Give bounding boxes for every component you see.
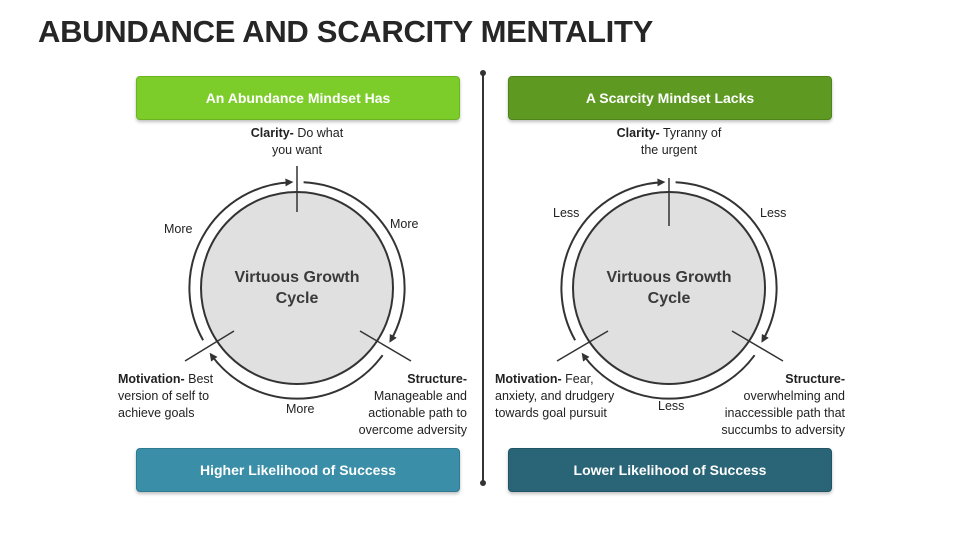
abundance-center-line2: Cycle	[275, 290, 319, 307]
scarcity-arrow-label-bottom: Less	[658, 399, 685, 413]
scarcity-center-line2: Cycle	[647, 290, 691, 307]
abundance-footer: Higher Likelihood of Success	[136, 448, 460, 492]
scarcity-spoke-structure	[731, 330, 784, 362]
scarcity-spoke-motivation	[556, 330, 609, 362]
scarcity-cycle	[556, 178, 784, 400]
abundance-arrow-label-left: More	[164, 222, 193, 236]
scarcity-header-label: A Scarcity Mindset Lacks	[585, 90, 755, 106]
abundance-cycle	[184, 166, 412, 400]
abundance-spoke-motivation	[184, 330, 235, 362]
scarcity-arc-bottom	[581, 352, 756, 400]
abundance-arrow-label-bottom: More	[286, 402, 315, 416]
scarcity-motivation: Motivation- Fear, anxiety, and drudgery …	[495, 372, 615, 420]
abundance-spoke-structure	[359, 330, 412, 362]
scarcity-footer-label: Lower Likelihood of Success	[573, 462, 767, 478]
scarcity-arrow-label-left: Less	[553, 206, 580, 220]
abundance-header-label: An Abundance Mindset Has	[205, 90, 391, 106]
scarcity-arrow-label-right: Less	[760, 206, 787, 220]
abundance-motivation: Motivation- Best version of self to achi…	[118, 372, 214, 420]
scarcity-arc-top-right	[675, 181, 778, 343]
abundance-structure: Structure- Manageable and actionable pat…	[358, 372, 467, 437]
scarcity-footer: Lower Likelihood of Success	[508, 448, 832, 492]
scarcity-structure: Structure- overwhelming and inaccessible…	[721, 372, 845, 437]
abundance-arc-top-right	[303, 181, 406, 343]
abundance-arc-bottom	[209, 352, 384, 400]
abundance-arrow-label-right: More	[390, 217, 419, 231]
scarcity-clarity: Clarity- Tyranny of the urgent	[616, 126, 722, 157]
divider-bottom-dot	[480, 480, 486, 486]
divider-top-dot	[480, 70, 486, 76]
abundance-footer-label: Higher Likelihood of Success	[199, 462, 397, 478]
page-title: ABUNDANCE AND SCARCITY MENTALITY	[38, 14, 653, 49]
scarcity-header: A Scarcity Mindset Lacks	[508, 76, 832, 120]
center-divider	[482, 72, 484, 484]
scarcity-arc-left	[560, 178, 666, 341]
abundance-header: An Abundance Mindset Has	[136, 76, 460, 120]
abundance-center-label: Virtuous Growth Cycle	[217, 267, 377, 309]
abundance-arc-left	[188, 178, 294, 341]
abundance-clarity: Clarity- Do what you want	[250, 126, 344, 157]
scarcity-center-label: Virtuous Growth Cycle	[589, 267, 749, 309]
scarcity-center-line1: Virtuous Growth	[606, 269, 732, 286]
abundance-center-line1: Virtuous Growth	[234, 269, 360, 286]
